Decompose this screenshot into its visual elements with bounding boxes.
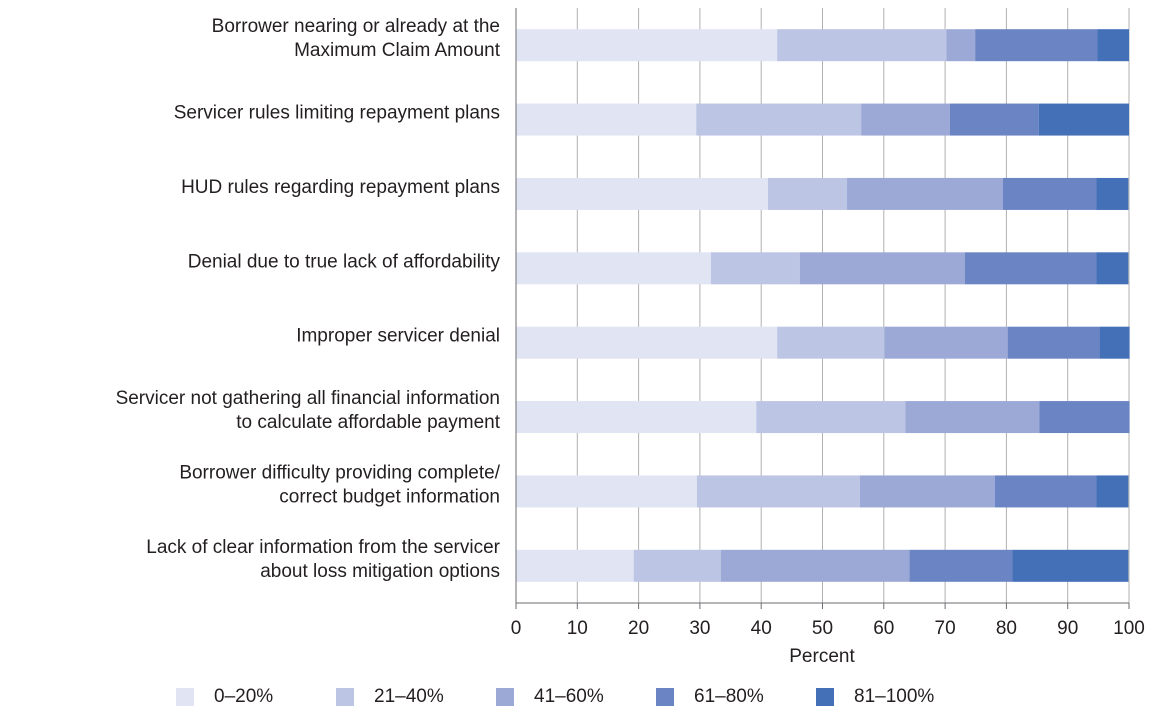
bar-segment — [756, 401, 906, 434]
x-tick-label: 60 — [873, 618, 894, 639]
legend-label: 41–60% — [534, 686, 604, 707]
bar-segment — [1096, 252, 1129, 285]
x-tick-label: 30 — [689, 618, 710, 639]
bar-segment — [964, 252, 1097, 285]
bar-segment — [847, 177, 1003, 210]
x-tick-label: 0 — [511, 618, 522, 639]
y-tick-label: Borrower difficulty providing complete/ — [179, 462, 500, 483]
bar-segment — [720, 549, 910, 582]
y-tick-label: HUD rules regarding repayment plans — [181, 177, 500, 198]
bar-segment — [516, 475, 697, 508]
bar-segment — [710, 252, 800, 285]
x-tick-label: 70 — [935, 618, 956, 639]
y-tick-label: Maximum Claim Amount — [294, 40, 501, 61]
bar-segment — [884, 326, 1008, 359]
bar-segment — [777, 326, 885, 359]
bar-segment — [516, 326, 778, 359]
y-tick-label: Lack of clear information from the servi… — [146, 537, 500, 558]
x-tick-label: 100 — [1113, 618, 1145, 639]
x-tick-label: 10 — [567, 618, 588, 639]
bar-segment — [975, 29, 1098, 62]
legend-swatch — [176, 688, 194, 706]
bar-segment — [696, 103, 862, 136]
bar-segment — [1038, 103, 1129, 136]
legend-swatch — [496, 688, 514, 706]
bar-segment — [1096, 475, 1129, 508]
bar-segment — [1097, 29, 1129, 62]
y-tick-label: to calculate affordable payment — [236, 412, 500, 433]
x-tick-label: 50 — [812, 618, 833, 639]
bar-segment — [905, 401, 1040, 434]
y-tick-label: Servicer rules limiting repayment plans — [174, 103, 500, 124]
legend-label: 0–20% — [214, 686, 273, 707]
y-tick-label: Borrower nearing or already at the — [212, 16, 500, 37]
bar-segment — [1039, 401, 1130, 434]
bar-segment — [516, 29, 778, 62]
bar-segment — [1002, 177, 1097, 210]
x-tick-label: 20 — [628, 618, 649, 639]
y-tick-label: Improper servicer denial — [296, 326, 500, 347]
bar-segment — [516, 549, 634, 582]
legend-swatch — [656, 688, 674, 706]
x-tick-label: 80 — [996, 618, 1017, 639]
bar-segment — [516, 401, 757, 434]
x-tick-label: 40 — [751, 618, 772, 639]
bar-segment — [767, 177, 848, 210]
bar-segment — [861, 103, 951, 136]
bar-segment — [516, 252, 711, 285]
bar-segment — [516, 177, 768, 210]
bar-segment — [1012, 549, 1129, 582]
x-tick-label: 90 — [1057, 618, 1078, 639]
x-axis-label: Percent — [789, 646, 855, 667]
bar-segment — [1007, 326, 1100, 359]
y-tick-label: Servicer not gathering all financial inf… — [116, 388, 500, 409]
legend-swatch — [816, 688, 834, 706]
bar-segment — [946, 29, 976, 62]
bar-segment — [994, 475, 1097, 508]
bar-segment — [799, 252, 965, 285]
legend-swatch — [336, 688, 354, 706]
y-tick-label: Denial due to true lack of affordability — [188, 251, 501, 272]
bar-segment — [696, 475, 860, 508]
bar-segment — [1099, 326, 1130, 359]
bar-segment — [516, 103, 697, 136]
bar-segment — [777, 29, 947, 62]
bar-segment — [1096, 177, 1129, 210]
bar-segment — [909, 549, 1013, 582]
legend-label: 61–80% — [694, 686, 764, 707]
legend-label: 81–100% — [854, 686, 934, 707]
y-tick-label: about loss mitigation options — [260, 561, 500, 582]
bar-segment — [633, 549, 721, 582]
bar-segment — [859, 475, 995, 508]
legend-label: 21–40% — [374, 686, 444, 707]
bar-segment — [950, 103, 1039, 136]
y-tick-label: correct budget information — [279, 486, 500, 507]
